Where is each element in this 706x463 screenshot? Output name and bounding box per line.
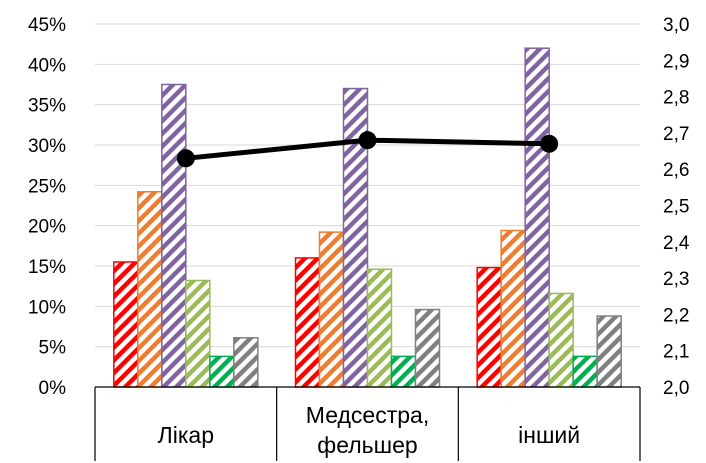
category-axis: Лікар Медсестра, фельшер інший xyxy=(94,386,641,461)
bars xyxy=(113,47,622,388)
bar xyxy=(185,279,211,388)
bar xyxy=(390,355,417,388)
category-label: Лікар xyxy=(158,422,214,448)
right-tick-label: 2,6 xyxy=(663,160,689,181)
left-tick-label: 20% xyxy=(28,217,66,238)
right-tick-label: 2,2 xyxy=(663,305,689,326)
left-tick-label: 5% xyxy=(39,338,67,359)
left-tick-label: 0% xyxy=(39,378,67,399)
right-tick-label: 2,5 xyxy=(663,197,689,218)
left-tick-label: 15% xyxy=(28,257,66,278)
right-tick-label: 2,7 xyxy=(663,124,689,145)
bar xyxy=(476,266,502,388)
right-tick-label: 3,0 xyxy=(663,15,689,36)
right-tick-label: 2,1 xyxy=(663,342,689,363)
bar xyxy=(366,268,393,388)
bar xyxy=(209,355,235,388)
right-tick-label: 2,4 xyxy=(663,233,690,254)
right-axis: 2,0 2,1 2,2 2,3 2,4 2,5 2,6 2,7 2,8 2,9 3,0 xyxy=(663,15,690,399)
right-tick-label: 2,8 xyxy=(663,88,689,109)
bar xyxy=(318,231,345,388)
left-axis: 0% 5% 10% 15% 20% 25% 30% 35% 40% 45% xyxy=(28,15,66,399)
bar xyxy=(161,83,187,388)
left-tick-label: 10% xyxy=(28,297,66,318)
bar xyxy=(233,337,259,388)
bar xyxy=(572,355,598,388)
category-label: фельшер xyxy=(317,432,417,458)
right-tick-label: 2,0 xyxy=(663,378,689,399)
right-tick-label: 2,3 xyxy=(663,269,689,290)
bar xyxy=(137,191,163,388)
left-tick-label: 45% xyxy=(28,15,66,36)
bar xyxy=(113,261,139,388)
category-label: Медсестра, xyxy=(306,402,429,428)
bar xyxy=(548,292,574,388)
line-series xyxy=(176,131,559,168)
line-point xyxy=(176,149,195,168)
right-tick-label: 2,9 xyxy=(663,51,689,72)
line-point xyxy=(358,131,377,150)
bar xyxy=(294,257,321,388)
bar xyxy=(414,308,441,388)
line-point xyxy=(540,134,559,153)
bar xyxy=(500,229,526,388)
bar xyxy=(596,315,622,388)
category-label: інший xyxy=(518,422,580,448)
left-tick-label: 30% xyxy=(28,136,66,157)
left-tick-label: 40% xyxy=(28,55,66,76)
bar xyxy=(524,47,550,388)
left-tick-label: 25% xyxy=(28,176,66,197)
left-tick-label: 35% xyxy=(28,96,66,117)
